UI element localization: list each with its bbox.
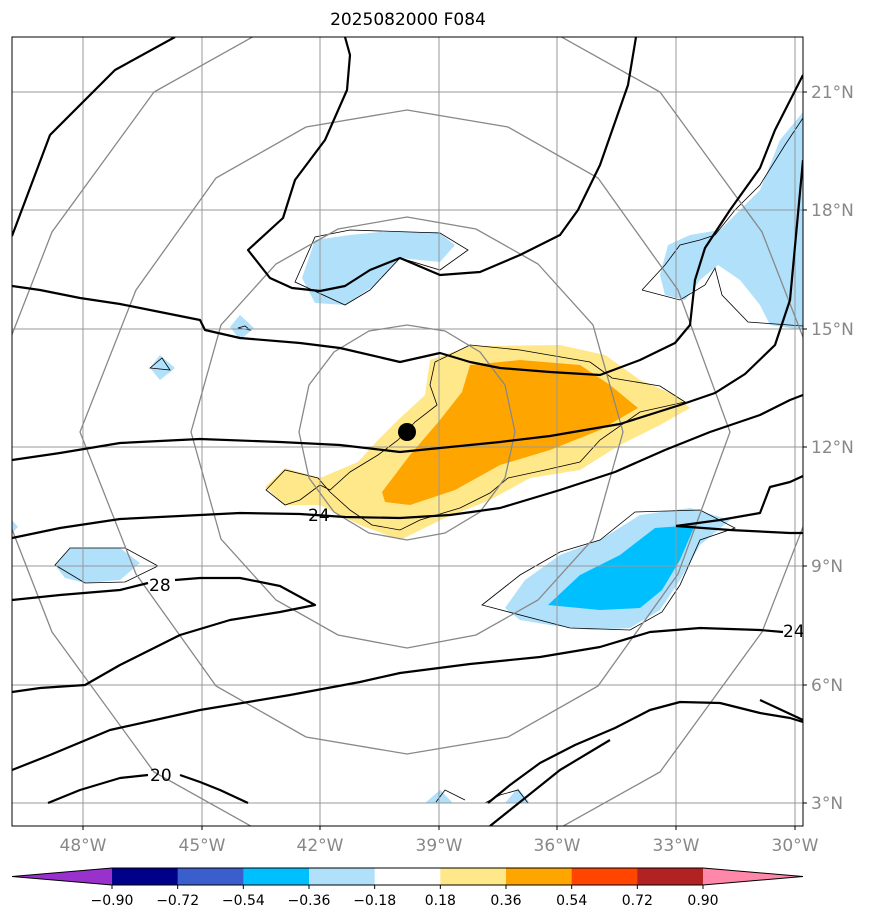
tick-marks — [82, 91, 807, 830]
colorbar-segment — [637, 868, 704, 885]
negative-shade-edge — [12, 520, 18, 533]
colorbar-label: 0.54 — [556, 893, 587, 909]
contour-se-corner — [489, 739, 611, 826]
colorbar-segment — [177, 868, 244, 885]
map-title: 2025082000 F084 — [330, 10, 486, 30]
colorbar-segment — [112, 868, 179, 885]
contour-label-group: 24 28 24 20 — [149, 506, 805, 786]
colorbar: −0.90 −0.72 −0.54 −0.36 −0.18 0.18 0.36 0.54 0.7… — [11, 867, 804, 909]
colorbar-label: 0.90 — [687, 893, 718, 909]
colorbar-segment — [374, 868, 441, 885]
lat-label-15n: 15°N — [811, 320, 854, 340]
contour-west-north — [12, 37, 176, 237]
negative-shade-southeast-inner — [548, 525, 695, 610]
colorbar-label: −0.36 — [288, 893, 331, 909]
colorbar-label: 0.72 — [622, 893, 653, 909]
range-ring-4 — [12, 37, 803, 826]
plot-area: 24 28 24 20 — [12, 37, 805, 826]
colorbar-label: −0.90 — [91, 893, 134, 909]
colorbar-label: 0.36 — [490, 893, 521, 909]
lat-label-9n: 9°N — [811, 557, 843, 577]
negative-shade-north — [302, 232, 455, 305]
lat-label-18n: 18°N — [811, 201, 854, 221]
positive-shade-inner — [382, 360, 638, 505]
negative-shade-small-1 — [150, 355, 175, 380]
lon-label-48w: 48°W — [60, 836, 107, 856]
contour-east-10n — [675, 475, 803, 528]
lat-label-12n: 12°N — [811, 438, 854, 458]
lon-label-39w: 39°W — [416, 836, 463, 856]
colorbar-label: 0.18 — [425, 893, 456, 909]
colorbar-segment — [571, 868, 638, 885]
contour-south-east-b — [759, 699, 803, 721]
contour-label-24-east: 24 — [783, 622, 805, 642]
contour-label-28: 28 — [149, 576, 171, 596]
colorbar-label: −0.54 — [222, 893, 265, 909]
contour-28 — [12, 576, 317, 694]
lat-label-21n: 21°N — [811, 83, 854, 103]
plot-frame — [11, 36, 804, 827]
negative-shade-small-2 — [230, 315, 254, 340]
contour-label-20: 20 — [150, 766, 172, 786]
range-rings — [12, 37, 803, 826]
lon-label-30w: 30°W — [772, 836, 819, 856]
colorbar-extend-low — [12, 868, 112, 885]
colorbar-label: −0.72 — [156, 893, 199, 909]
contour-24-mid — [12, 393, 803, 540]
negative-shade-east — [660, 112, 803, 330]
colorbar-segment — [309, 868, 376, 885]
lat-label-6n: 6°N — [811, 676, 843, 696]
range-ring-1 — [298, 324, 516, 541]
lon-label-33w: 33°W — [653, 836, 700, 856]
range-ring-3 — [79, 109, 731, 755]
storm-center-marker — [398, 423, 416, 441]
longitude-labels: 48°W 45°W 42°W 39°W 36°W 33°W 30°W — [60, 836, 819, 856]
colorbar-segment — [506, 868, 573, 885]
colorbar-segment — [440, 868, 507, 885]
latitude-labels: 21°N 18°N 15°N 12°N 9°N 6°N 3°N — [811, 83, 854, 814]
contour-label-24-mid: 24 — [308, 506, 330, 526]
colorbar-segment — [243, 868, 310, 885]
contour-15n — [12, 74, 803, 377]
colorbar-label: −0.18 — [353, 893, 396, 909]
lon-label-36w: 36°W — [534, 836, 581, 856]
lon-label-45w: 45°W — [179, 836, 226, 856]
contour-east-10n-b — [675, 524, 803, 535]
contour-lines — [12, 37, 803, 826]
range-ring-2 — [190, 216, 624, 649]
shading-layer — [12, 112, 803, 803]
lat-label-3n: 3°N — [811, 794, 843, 814]
contour-south-24 — [12, 626, 784, 772]
contour-south-east — [487, 700, 803, 804]
contour-20 — [47, 773, 249, 805]
contour-12n — [12, 159, 803, 462]
lon-label-42w: 42°W — [297, 836, 344, 856]
colorbar-extend-high — [703, 868, 803, 885]
contour-north-loop — [246, 37, 638, 293]
